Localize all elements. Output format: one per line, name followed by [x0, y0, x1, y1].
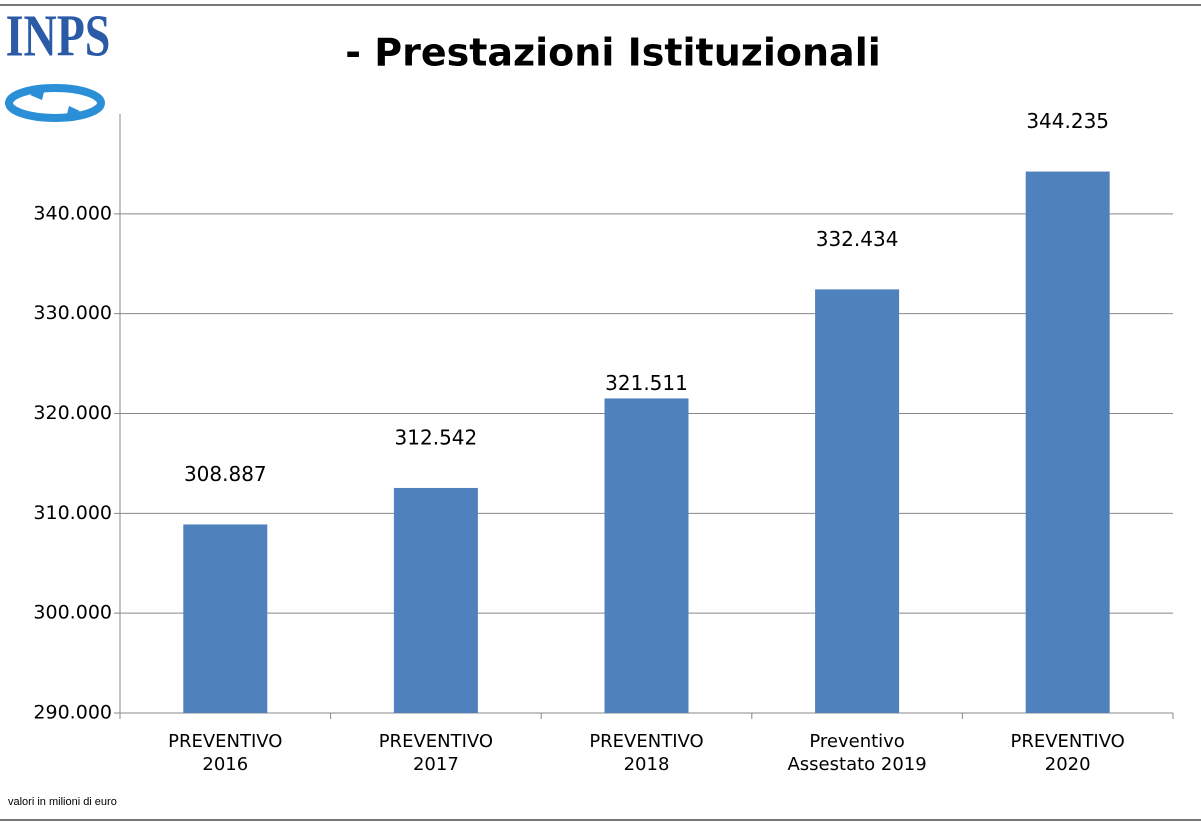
chart-title: - Prestazioni Istituzionali	[345, 31, 881, 75]
bar	[1025, 171, 1110, 714]
x-tick-label: PREVENTIVO 2017	[378, 731, 494, 775]
footnote: valori in milioni di euro	[8, 796, 117, 808]
y-tick-label: 310.000	[33, 502, 112, 524]
value-label: 321.511	[605, 371, 688, 395]
x-tick-label: PREVENTIVO 2016	[168, 731, 283, 775]
y-tick-label: 330.000	[33, 302, 112, 324]
x-tick-label: PREVENTIVO 2018	[589, 731, 704, 775]
logo-swirl	[5, 84, 105, 122]
bar	[604, 398, 689, 713]
value-label: 312.542	[395, 425, 478, 449]
value-label: 308.887	[184, 462, 267, 486]
value-label: 332.434	[816, 227, 899, 251]
value-label: 344.235	[1026, 109, 1109, 133]
y-tick-label: 290.000	[33, 702, 112, 724]
logo-text: INPS	[6, 2, 111, 69]
x-tick-label: PREVENTIVO 2020	[1010, 731, 1125, 775]
logo-arrows	[30, 88, 80, 118]
logo: INPS	[5, 2, 111, 122]
x-tick-label: Preventivo Assestato 2019	[787, 731, 927, 775]
y-tick-label: 320.000	[33, 402, 112, 424]
y-tick-label: 340.000	[33, 202, 112, 224]
bar	[815, 289, 900, 713]
bar	[393, 487, 478, 713]
bar	[183, 524, 268, 713]
y-tick-label: 300.000	[33, 602, 112, 624]
